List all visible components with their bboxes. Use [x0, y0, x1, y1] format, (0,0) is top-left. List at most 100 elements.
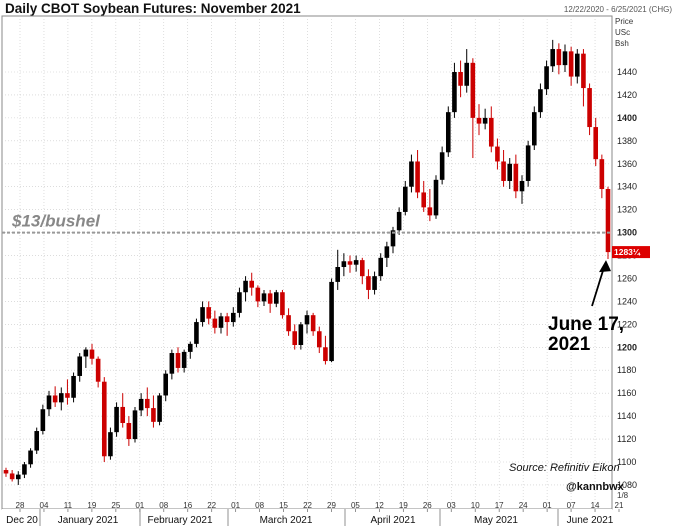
y-tick-label: 1100 — [617, 457, 636, 467]
annotation-line-2: 2021 — [548, 334, 591, 355]
candle-body — [544, 66, 549, 90]
candle-body — [83, 349, 89, 357]
candle-body — [237, 292, 242, 313]
month-label: January 2021 — [58, 515, 119, 526]
y-tick-label: 1320 — [617, 205, 637, 215]
reference-label: $13/bushel — [11, 212, 101, 231]
candle-body — [163, 373, 169, 396]
candle-body — [556, 49, 562, 66]
candle-body — [531, 112, 537, 146]
candle-body — [175, 353, 181, 368]
last-price-value: 1283¼ — [614, 247, 641, 257]
month-label: June 2021 — [567, 515, 614, 526]
y-tick-label: 1220 — [617, 319, 637, 329]
scale-note: 1/8 — [617, 491, 629, 500]
x-tick-label: 01 — [231, 501, 240, 510]
x-tick-label: 12 — [375, 501, 384, 510]
candle-body — [476, 117, 482, 124]
candle-body — [28, 450, 33, 465]
candle-body — [169, 353, 175, 374]
candle-body — [261, 293, 267, 302]
x-tick-label: 04 — [40, 501, 49, 510]
candle-body — [58, 393, 64, 403]
candle-body — [452, 72, 457, 113]
candles — [3, 39, 611, 485]
axis-unit-label: Price — [615, 17, 634, 26]
annotation-line-1: June 17, — [548, 314, 624, 335]
candle-body — [200, 307, 205, 323]
axis-unit-label: Bsh — [615, 39, 629, 48]
y-tick-label: 1240 — [617, 296, 637, 306]
candle-body — [501, 161, 506, 181]
month-label: May 2021 — [474, 515, 518, 526]
candle-body — [34, 431, 40, 451]
candle-body — [323, 347, 328, 362]
candle-body — [120, 406, 126, 423]
x-tick-label: 24 — [519, 501, 528, 510]
candle-body — [488, 117, 494, 147]
axis-unit-label: USc — [615, 28, 630, 37]
candle-body — [366, 276, 371, 290]
x-tick-label: 21 — [615, 501, 624, 510]
x-tick-label: 01 — [135, 501, 144, 510]
candle-body — [310, 315, 316, 332]
candle-body — [495, 146, 500, 162]
candle-body — [593, 127, 599, 160]
candle-body — [415, 161, 420, 193]
candle-body — [329, 281, 334, 362]
candle-body — [402, 186, 408, 212]
source-label: Source: Refinitiv Eikon — [509, 462, 620, 474]
candle-body — [599, 159, 605, 189]
x-tick-label: 28 — [16, 501, 25, 510]
arrow-head — [599, 260, 611, 273]
x-tick-label: 07 — [567, 501, 576, 510]
x-tick-label: 22 — [207, 501, 216, 510]
x-tick-label: 25 — [111, 501, 120, 510]
date-range: 12/22/2020 - 6/25/2021 (CHG) — [563, 5, 672, 14]
candle-body — [562, 51, 568, 66]
candle-body — [65, 393, 70, 398]
candle-body — [273, 292, 279, 304]
candle-body — [218, 316, 224, 328]
candle-body — [458, 72, 463, 86]
candle-body — [439, 152, 445, 180]
candle-body — [132, 410, 138, 440]
y-tick-label: 1120 — [617, 434, 636, 444]
candle-body — [538, 89, 543, 113]
candle-body — [212, 318, 218, 328]
x-tick-label: 17 — [495, 501, 504, 510]
candle-body — [396, 211, 402, 231]
candle-body — [581, 53, 586, 89]
candle-body — [181, 351, 187, 368]
candle-body — [280, 292, 285, 316]
candle-body — [335, 267, 341, 282]
month-label: April 2021 — [370, 515, 415, 526]
y-tick-label: 1080 — [617, 480, 637, 490]
candle-body — [286, 315, 291, 332]
x-tick-label: 19 — [87, 501, 96, 510]
candle-body — [22, 464, 27, 475]
candle-body — [9, 473, 15, 480]
candle-body — [409, 161, 414, 187]
candle-body — [507, 163, 513, 181]
candle-body — [421, 192, 427, 208]
candle-body — [52, 395, 58, 403]
candle-body — [77, 356, 83, 376]
candle-body — [304, 315, 310, 325]
x-tick-label: 11 — [64, 501, 73, 510]
x-tick-label: 16 — [183, 501, 192, 510]
candle-body — [101, 381, 107, 457]
y-tick-label: 1200 — [617, 342, 637, 352]
candle-body — [427, 207, 433, 216]
candle-body — [15, 474, 21, 480]
candle-body — [353, 260, 359, 265]
candle-body — [108, 432, 113, 457]
candle-body — [587, 88, 592, 128]
candle-body — [390, 230, 396, 247]
candle-body — [151, 408, 156, 422]
candle-body — [292, 331, 298, 345]
x-tick-label: 01 — [543, 501, 552, 510]
x-tick-label: 29 — [327, 501, 336, 510]
candle-body — [298, 324, 304, 345]
